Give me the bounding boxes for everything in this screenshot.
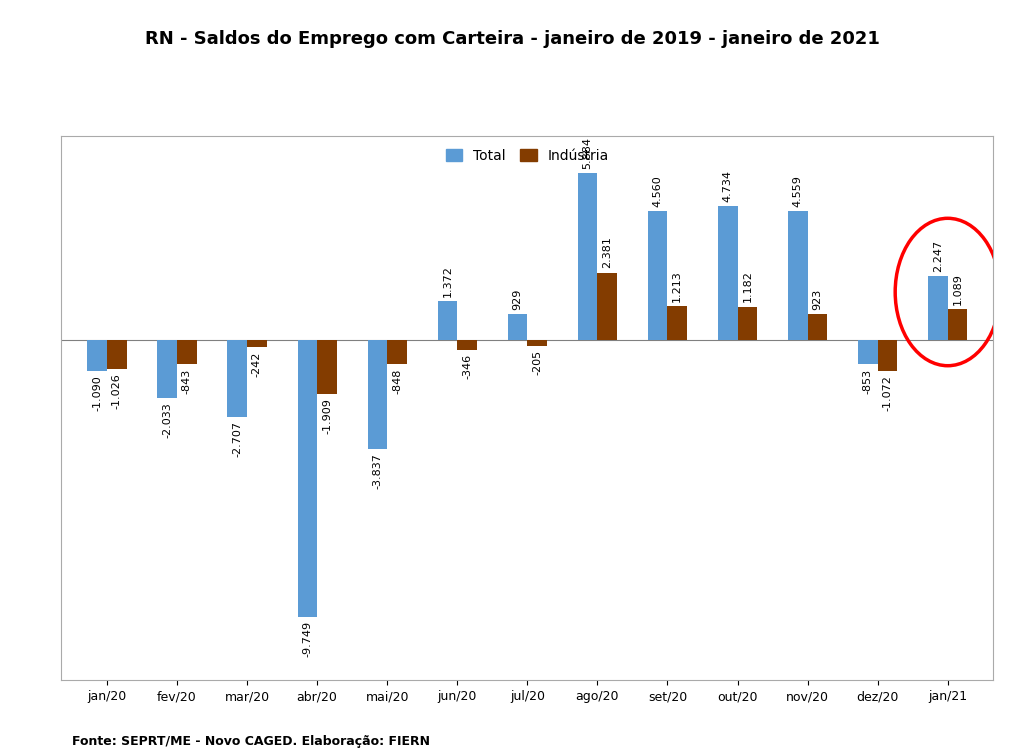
Bar (227, 340, 247, 417)
Text: 2.247: 2.247 (933, 240, 943, 272)
Bar (808, 314, 827, 340)
Text: Fonte: SEPRT/ME - Novo CAGED. Elaboração: FIERN: Fonte: SEPRT/ME - Novo CAGED. Elaboração… (72, 736, 430, 748)
Bar (597, 273, 617, 340)
Text: -1.909: -1.909 (322, 398, 332, 435)
Text: 4.559: 4.559 (793, 175, 803, 206)
Text: 1.182: 1.182 (742, 271, 753, 302)
Bar (177, 340, 197, 364)
Text: RN - Saldos do Emprego com Carteira - janeiro de 2019 - janeiro de 2021: RN - Saldos do Emprego com Carteira - ja… (144, 30, 880, 48)
Bar (158, 340, 177, 398)
Text: 1.089: 1.089 (952, 273, 963, 305)
Bar (948, 309, 968, 340)
Bar (668, 306, 687, 340)
Text: 1.372: 1.372 (442, 265, 453, 297)
Text: -1.026: -1.026 (112, 373, 122, 409)
Text: 2.381: 2.381 (602, 237, 612, 268)
Legend: Total, Indústria: Total, Indústria (440, 143, 614, 168)
Text: -853: -853 (863, 369, 872, 394)
Bar (368, 340, 387, 449)
Bar (317, 340, 337, 395)
Bar (578, 173, 597, 340)
Bar (106, 340, 127, 369)
Text: -242: -242 (252, 352, 262, 376)
Bar (788, 211, 808, 340)
Text: 929: 929 (513, 288, 522, 310)
Bar (508, 314, 527, 340)
Text: -1.072: -1.072 (883, 375, 893, 411)
Text: -848: -848 (392, 368, 402, 394)
Bar (648, 211, 668, 340)
Bar (437, 302, 458, 340)
Text: 4.734: 4.734 (723, 170, 733, 202)
Bar (878, 340, 897, 370)
Bar (718, 206, 737, 340)
Text: -346: -346 (462, 355, 472, 380)
Text: -205: -205 (532, 350, 542, 376)
Bar (87, 340, 106, 371)
Bar (458, 340, 477, 350)
Text: -1.090: -1.090 (92, 376, 102, 411)
Bar (928, 277, 948, 340)
Text: -843: -843 (182, 368, 191, 394)
Text: -9.749: -9.749 (302, 621, 312, 657)
Text: -2.707: -2.707 (232, 421, 243, 457)
Text: 923: 923 (812, 289, 822, 310)
Bar (387, 340, 407, 364)
Bar (247, 340, 266, 347)
Text: 1.213: 1.213 (673, 270, 682, 302)
Bar (737, 307, 757, 340)
Text: -3.837: -3.837 (373, 454, 382, 489)
Text: 5.884: 5.884 (583, 137, 593, 169)
Text: 4.560: 4.560 (652, 175, 663, 206)
Bar (298, 340, 317, 617)
Bar (527, 340, 547, 346)
Bar (858, 340, 878, 364)
Text: -2.033: -2.033 (162, 402, 172, 438)
